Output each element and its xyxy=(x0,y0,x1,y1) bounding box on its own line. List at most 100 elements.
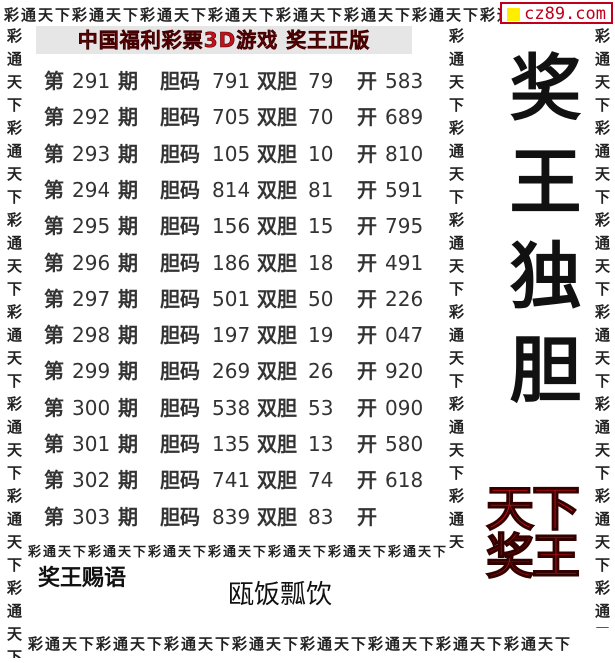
dan-value: 814 xyxy=(212,177,251,202)
period-prefix: 第 xyxy=(44,286,64,311)
shuangdan-label: 双胆 xyxy=(257,214,297,239)
period-prefix: 第 xyxy=(44,432,64,456)
shuangdan-value: 13 xyxy=(308,432,334,456)
open-value: 580 xyxy=(385,432,424,456)
dan-label: 胆码 xyxy=(160,105,200,130)
open-value: 689 xyxy=(385,105,424,130)
shuangdan-value: 15 xyxy=(308,214,334,239)
dan-value: 105 xyxy=(212,141,251,166)
period-number: 299 xyxy=(72,359,111,384)
open-value: 491 xyxy=(385,250,424,275)
big-title: 奖王独胆 xyxy=(497,50,582,426)
period-suffix: 期 xyxy=(118,105,138,130)
open-label: 开 xyxy=(357,504,377,529)
shuangdan-label: 双胆 xyxy=(257,395,297,420)
period-suffix: 期 xyxy=(118,359,138,384)
period-number: 292 xyxy=(72,105,111,130)
shuangdan-label: 双胆 xyxy=(257,504,297,529)
open-label: 开 xyxy=(357,286,377,311)
red-logo-line: 天下 xyxy=(485,481,581,537)
border-bottom: 彩通天下彩通天下彩通天下彩通天下彩通天下彩通天下彩通天下彩通天下 xyxy=(28,635,573,653)
period-suffix: 期 xyxy=(118,323,138,348)
open-value: 810 xyxy=(385,141,424,166)
border-right: 彩通天下彩通天下彩通天下彩通天下彩通天下彩通天下彩通天下彩通天下 xyxy=(593,28,611,628)
period-suffix: 期 xyxy=(118,214,138,239)
shuangdan-value: 19 xyxy=(308,323,334,348)
period-number: 293 xyxy=(72,141,111,166)
shuangdan-value: 81 xyxy=(308,177,334,202)
dan-label: 胆码 xyxy=(160,214,200,239)
period-number: 301 xyxy=(72,432,111,456)
shuangdan-label: 双胆 xyxy=(257,141,297,166)
shuangdan-value: 53 xyxy=(308,395,334,420)
open-label: 开 xyxy=(357,468,377,493)
period-number: 302 xyxy=(72,468,111,493)
period-suffix: 期 xyxy=(118,432,138,456)
period-suffix: 期 xyxy=(118,250,138,275)
shuangdan-value: 74 xyxy=(308,468,334,493)
period-suffix: 期 xyxy=(118,177,138,202)
period-prefix: 第 xyxy=(44,141,64,166)
watermark-square-icon xyxy=(507,8,521,21)
period-suffix: 期 xyxy=(118,468,138,493)
dan-label: 胆码 xyxy=(160,359,200,384)
period-number: 291 xyxy=(72,69,111,93)
shuangdan-value: 10 xyxy=(308,141,334,166)
dan-label: 胆码 xyxy=(160,177,200,202)
dan-value: 741 xyxy=(212,468,251,493)
dan-value: 135 xyxy=(212,432,251,456)
page-title: 中国福利彩票3D游戏 奖王正版 xyxy=(36,26,412,54)
open-label: 开 xyxy=(357,250,377,275)
open-label: 开 xyxy=(357,359,377,384)
dan-value: 538 xyxy=(212,395,251,420)
period-number: 297 xyxy=(72,286,111,311)
period-prefix: 第 xyxy=(44,504,64,529)
period-prefix: 第 xyxy=(44,395,64,420)
dan-value: 156 xyxy=(212,214,251,239)
red-logo: 天下 奖王 xyxy=(472,481,592,585)
open-value: 591 xyxy=(385,177,424,202)
period-number: 298 xyxy=(72,323,111,348)
open-label: 开 xyxy=(357,141,377,166)
dan-value: 186 xyxy=(212,250,251,275)
shuangdan-label: 双胆 xyxy=(257,286,297,311)
period-prefix: 第 xyxy=(44,69,64,93)
open-value: 226 xyxy=(385,286,424,311)
watermark-text: cz89.com xyxy=(524,4,606,24)
dan-label: 胆码 xyxy=(160,141,200,166)
period-suffix: 期 xyxy=(118,141,138,166)
red-logo-line: 奖王 xyxy=(485,529,581,585)
shuangdan-label: 双胆 xyxy=(257,105,297,130)
period-number: 296 xyxy=(72,250,111,275)
shuangdan-value: 79 xyxy=(308,69,334,93)
period-suffix: 期 xyxy=(118,504,138,529)
period-number: 294 xyxy=(72,177,111,202)
shuangdan-value: 70 xyxy=(308,105,334,130)
period-prefix: 第 xyxy=(44,105,64,130)
period-number: 295 xyxy=(72,214,111,239)
shuangdan-label: 双胆 xyxy=(257,177,297,202)
border-inner: 彩通天下彩通天下彩通天下彩通天下彩通天下彩通天下彩通天下彩通天下 xyxy=(447,28,465,548)
border-left: 彩通天下彩通天下彩通天下彩通天下彩通天下彩通天下彩通天下彩通天下 xyxy=(5,28,23,658)
open-label: 开 xyxy=(357,105,377,130)
shuangdan-value: 83 xyxy=(308,504,334,529)
open-value: 920 xyxy=(385,359,424,384)
open-value: 795 xyxy=(385,214,424,239)
period-suffix: 期 xyxy=(118,69,138,93)
saying: 瓯饭瓢饮 xyxy=(228,580,333,610)
open-value: 090 xyxy=(385,395,424,420)
open-value: 618 xyxy=(385,468,424,493)
shuangdan-label: 双胆 xyxy=(257,359,297,384)
open-label: 开 xyxy=(357,214,377,239)
dan-label: 胆码 xyxy=(160,250,200,275)
border-top: 彩通天下彩通天下彩通天下彩通天下彩通天下彩通天下彩通天下彩通天下 xyxy=(4,6,509,24)
open-label: 开 xyxy=(357,395,377,420)
dan-value: 839 xyxy=(212,504,251,529)
open-label: 开 xyxy=(357,177,377,202)
period-prefix: 第 xyxy=(44,214,64,239)
dan-value: 705 xyxy=(212,105,251,130)
period-number: 300 xyxy=(72,395,111,420)
open-label: 开 xyxy=(357,323,377,348)
saying-label: 奖王赐语 xyxy=(38,565,127,591)
dan-value: 197 xyxy=(212,323,251,348)
